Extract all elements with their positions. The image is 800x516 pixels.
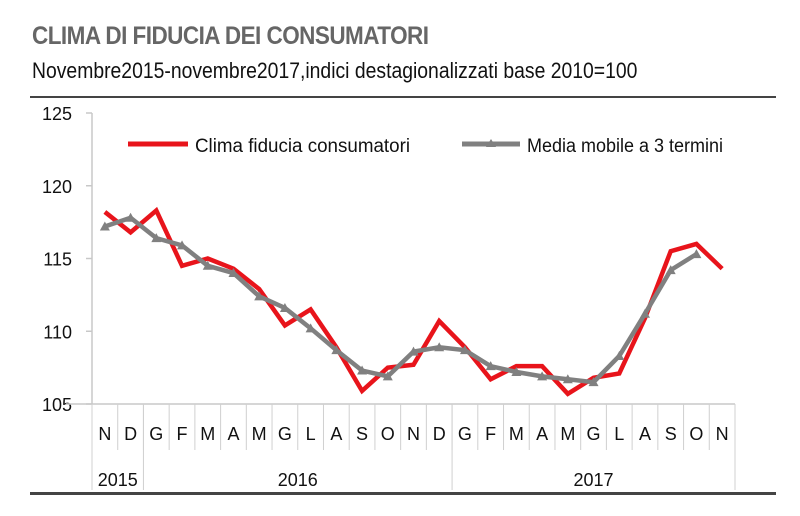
x-tick-label: G bbox=[149, 424, 163, 444]
data-point-media bbox=[357, 365, 368, 375]
x-tick-label: S bbox=[665, 424, 677, 444]
x-tick-label: G bbox=[587, 424, 601, 444]
y-tick-label: 125 bbox=[42, 104, 72, 124]
x-tick-label: O bbox=[689, 424, 703, 444]
data-point-media bbox=[537, 371, 548, 381]
x-tick-label: M bbox=[560, 424, 575, 444]
x-tick-label: A bbox=[330, 424, 342, 444]
x-tick-label: A bbox=[536, 424, 548, 444]
data-point-media bbox=[588, 377, 599, 387]
data-point-media bbox=[177, 240, 188, 250]
data-point-media bbox=[511, 366, 522, 376]
data-point-media bbox=[305, 323, 316, 333]
data-point-media bbox=[639, 308, 650, 318]
x-tick-label: G bbox=[278, 424, 292, 444]
data-point-media bbox=[485, 361, 496, 371]
y-tick-label: 105 bbox=[42, 395, 72, 415]
y-tick-label: 115 bbox=[43, 250, 72, 270]
x-tick-label: F bbox=[177, 424, 188, 444]
x-tick-label: M bbox=[509, 424, 524, 444]
data-point-media bbox=[562, 374, 573, 384]
x-tick-label: L bbox=[306, 424, 316, 444]
x-tick-label: M bbox=[200, 424, 215, 444]
chart-subtitle: Novembre2015-novembre2017,indici destagi… bbox=[32, 58, 638, 83]
series-layer bbox=[99, 206, 724, 397]
x-tick-label: S bbox=[356, 424, 368, 444]
bottom-divider bbox=[30, 492, 776, 495]
legend-label-clima: Clima fiducia consumatori bbox=[195, 136, 410, 157]
series-line-media bbox=[104, 215, 698, 385]
data-point-media bbox=[125, 212, 136, 222]
legend: Clima fiducia consumatori Media mobile a… bbox=[128, 136, 723, 157]
x-tick-label: M bbox=[252, 424, 267, 444]
data-point-media bbox=[202, 260, 213, 270]
data-point-media bbox=[254, 291, 265, 301]
top-divider bbox=[30, 96, 776, 98]
x-tick-label: N bbox=[716, 424, 729, 444]
data-point-media bbox=[614, 350, 625, 360]
data-point-media bbox=[99, 221, 110, 231]
year-label: 2016 bbox=[278, 470, 318, 490]
y-tick-label: 120 bbox=[42, 177, 72, 197]
x-tick-label: D bbox=[433, 424, 446, 444]
data-point-media bbox=[665, 265, 676, 275]
data-point-media bbox=[279, 302, 290, 312]
x-tick-label: D bbox=[124, 424, 137, 444]
x-tick-label: A bbox=[639, 424, 651, 444]
legend-triangle-marker bbox=[486, 139, 496, 147]
data-point-media bbox=[382, 371, 393, 381]
legend-label-media: Media mobile a 3 termini bbox=[527, 136, 723, 157]
year-label: 2015 bbox=[98, 470, 138, 490]
x-tick-label: F bbox=[485, 424, 496, 444]
x-tick-label: A bbox=[227, 424, 239, 444]
data-point-media bbox=[434, 342, 445, 352]
y-tick-label: 110 bbox=[43, 322, 72, 342]
data-point-media bbox=[459, 345, 470, 355]
data-point-media bbox=[151, 233, 162, 243]
x-tick-label: N bbox=[98, 424, 111, 444]
chart-title: CLIMA DI FIDUCIA DEI CONSUMATORI bbox=[32, 22, 429, 50]
year-label: 2017 bbox=[574, 470, 614, 490]
x-tick-label: O bbox=[381, 424, 395, 444]
data-point-media bbox=[228, 268, 239, 278]
series-line-clima bbox=[103, 206, 724, 397]
data-point-media bbox=[408, 346, 419, 356]
data-point-media bbox=[331, 345, 342, 355]
data-point-media bbox=[691, 249, 702, 259]
x-tick-label: L bbox=[614, 424, 624, 444]
x-tick-label: N bbox=[407, 424, 420, 444]
x-tick-label: G bbox=[458, 424, 472, 444]
